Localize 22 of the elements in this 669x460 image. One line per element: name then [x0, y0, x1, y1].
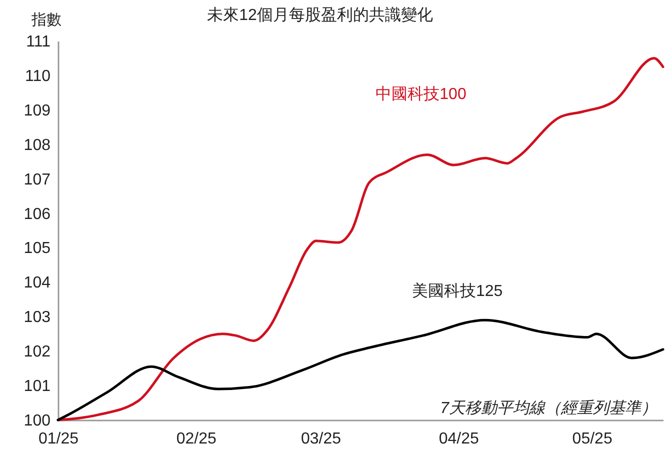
- y-tick-label: 111: [26, 34, 51, 50]
- y-axis-title: 指數: [30, 12, 62, 28]
- x-tick-label: 03/25: [300, 430, 342, 448]
- y-tick-label: 110: [24, 68, 51, 85]
- annotation: 7天移動平均線（經重列基準）: [440, 399, 657, 417]
- series-label: 美國科技125: [412, 282, 503, 300]
- chart-title: 未來12個月每股盈利的共識變化: [207, 6, 433, 24]
- y-tick-label: 104: [24, 274, 51, 292]
- x-tick-label: 04/25: [438, 430, 479, 448]
- y-tick-label: 106: [24, 206, 51, 223]
- y-tick-label: 105: [24, 240, 51, 258]
- text: 中國科技100: [376, 85, 466, 104]
- y-tick-label: 107: [24, 171, 51, 188]
- x-tick-label: 02/25: [176, 430, 217, 448]
- y-tick-label: 101: [24, 378, 51, 396]
- y-tick-label: 108: [24, 136, 51, 154]
- x-tick-label: 01/25: [38, 430, 79, 448]
- y-tick-label: 109: [24, 102, 51, 120]
- y-tick-label: 100: [24, 412, 51, 430]
- y-tick-label: 102: [24, 344, 51, 361]
- y-tick-label: 103: [24, 309, 51, 326]
- x-tick-label: 05/25: [572, 430, 612, 448]
